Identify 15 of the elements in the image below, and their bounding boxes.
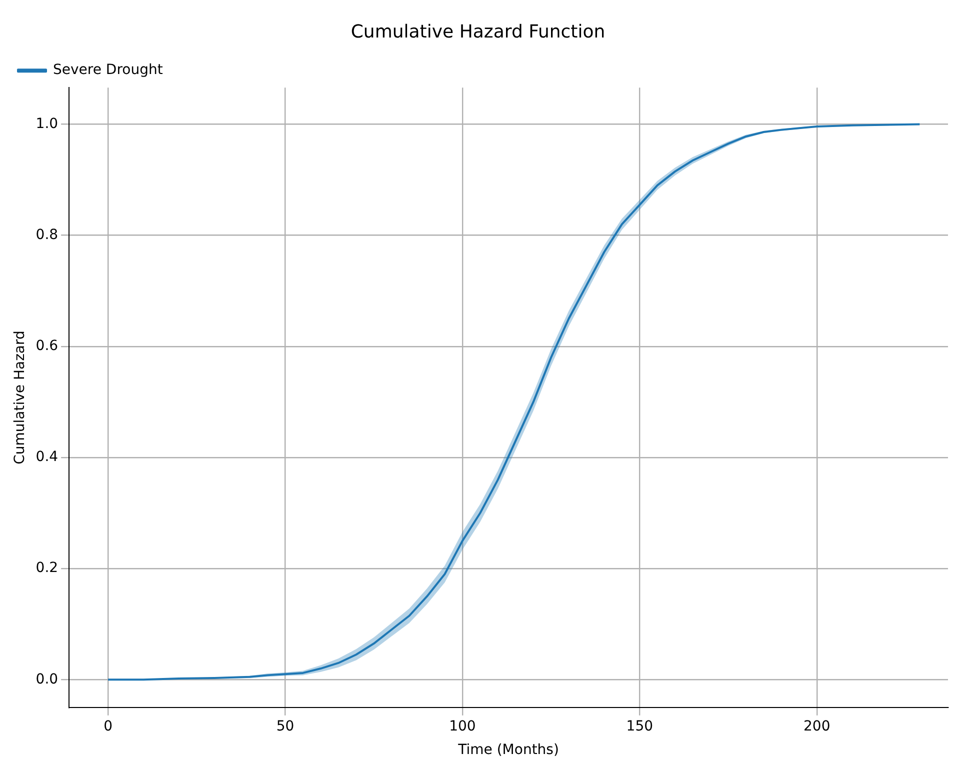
y-tick-label: 1.0 — [36, 116, 58, 132]
y-tick-label: 0.6 — [36, 338, 58, 354]
chart-title: Cumulative Hazard Function — [350, 21, 606, 42]
y-axis-title: Cumulative Hazard — [12, 330, 28, 464]
x-tick-label: 0 — [104, 718, 113, 734]
x-tick-label: 150 — [626, 718, 654, 734]
x-tick-label: 50 — [276, 718, 294, 734]
legend-label: Severe Drought — [53, 62, 164, 78]
x-axis-title: Time (Months) — [457, 742, 559, 758]
y-tick-label: 0.0 — [36, 671, 58, 688]
x-tick-label: 100 — [449, 718, 476, 734]
y-tick-label: 0.2 — [36, 560, 58, 576]
x-tick-label: 200 — [804, 718, 830, 734]
y-tick-label: 0.4 — [36, 449, 58, 466]
y-tick-label: 0.8 — [36, 226, 58, 243]
